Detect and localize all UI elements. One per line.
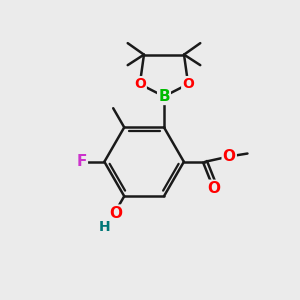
- Text: O: O: [223, 149, 236, 164]
- Text: H: H: [99, 220, 111, 234]
- Text: O: O: [207, 181, 220, 196]
- Text: O: O: [182, 77, 194, 91]
- Text: B: B: [158, 89, 170, 104]
- Text: O: O: [110, 206, 122, 220]
- Text: O: O: [134, 77, 146, 91]
- Text: F: F: [76, 154, 87, 169]
